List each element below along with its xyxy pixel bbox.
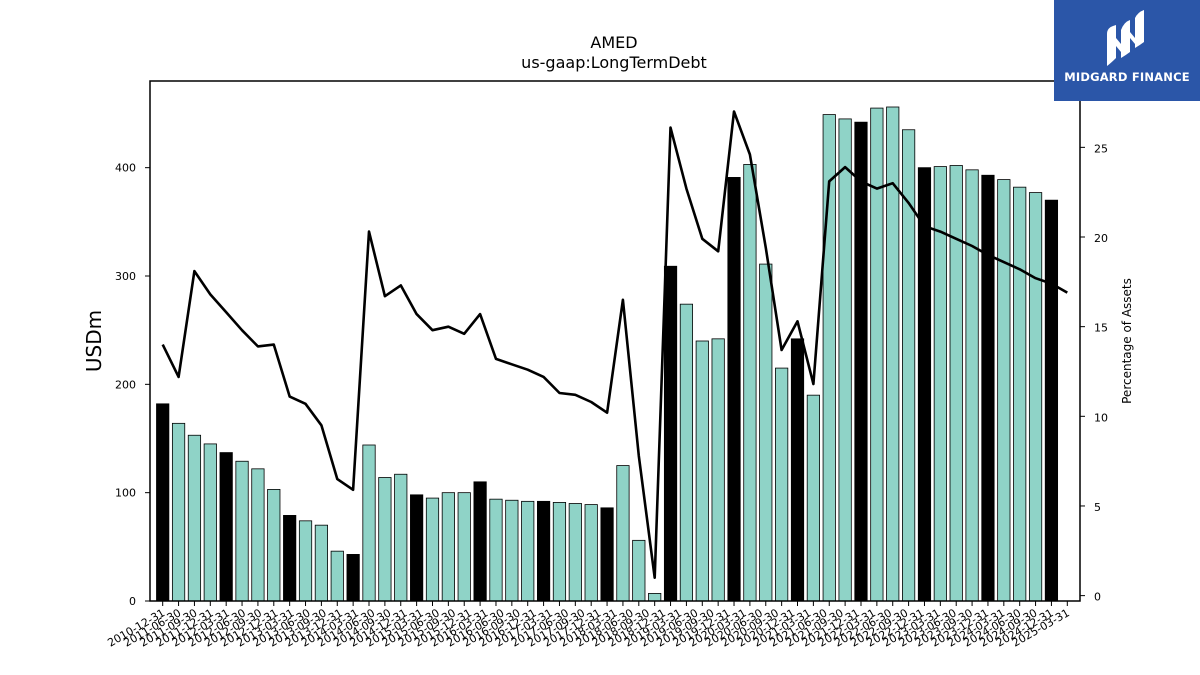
bar-2012-06-30 <box>251 468 265 602</box>
bar-2018-03-31 <box>616 465 630 602</box>
y-tick-label-left: 400 <box>115 162 136 175</box>
logo-mark-icon <box>1107 10 1144 66</box>
bar-2023-06-30 <box>949 165 963 602</box>
bar-2021-09-30 <box>838 118 852 602</box>
bar-2020-12-31 <box>790 338 805 602</box>
bar-2022-12-31 <box>917 167 932 602</box>
bar-2017-09-30 <box>584 504 598 602</box>
bar-2012-12-31 <box>283 515 297 602</box>
bar-2023-09-30 <box>965 169 979 602</box>
bar-2014-06-30 <box>378 477 392 602</box>
y-tick-label-right: 25 <box>1094 142 1108 155</box>
y-tick-label-left: 200 <box>115 378 136 391</box>
chart-title: AMED <box>590 33 637 52</box>
bar-2010-12-31 <box>156 403 170 602</box>
bar-2011-03-31 <box>171 422 186 602</box>
logo-text: MIDGARD FINANCE <box>1064 70 1190 84</box>
bar-2019-12-31 <box>727 177 741 602</box>
bar-2016-06-30 <box>505 499 519 602</box>
bar-2018-06-30 <box>632 539 646 602</box>
bar-2020-06-30 <box>759 263 773 602</box>
bar-2021-12-31 <box>854 121 868 602</box>
bar-2023-12-31 <box>981 174 995 602</box>
bar-2013-12-31 <box>346 554 360 602</box>
bar-series <box>156 106 1059 602</box>
bar-2015-06-30 <box>441 492 455 602</box>
percentage-line <box>161 110 1068 580</box>
y-tick-label-left: 300 <box>115 270 136 283</box>
bar-2019-03-31 <box>679 303 694 602</box>
bar-2012-09-30 <box>267 489 281 602</box>
y-tick-label-right: 10 <box>1094 411 1108 424</box>
line-series <box>161 110 1068 580</box>
bar-2015-03-31 <box>425 497 440 602</box>
bar-2024-06-30 <box>1013 186 1027 602</box>
plot-frame <box>149 80 1081 602</box>
brand-logo: MIDGARD FINANCE <box>1054 0 1200 101</box>
bar-2020-03-31 <box>743 164 757 602</box>
bar-2011-12-31 <box>219 452 233 602</box>
bar-2020-09-30 <box>775 367 789 602</box>
bar-2024-03-31 <box>997 179 1011 602</box>
bar-2024-12-31 <box>1044 199 1059 602</box>
bar-2022-06-30 <box>886 106 900 602</box>
bar-2011-06-30 <box>187 434 202 602</box>
bar-2013-03-31 <box>298 520 313 602</box>
bar-2024-09-30 <box>1028 192 1043 602</box>
y-tick-label-right: 5 <box>1094 501 1101 514</box>
bar-2015-09-30 <box>457 492 471 602</box>
bar-2014-12-31 <box>410 494 424 602</box>
bar-2016-12-31 <box>536 500 551 602</box>
bar-2016-09-30 <box>521 500 535 602</box>
bar-2022-09-30 <box>902 129 916 602</box>
y-tick-label-left: 0 <box>129 595 136 608</box>
y-axis-label-left: USDm <box>82 310 106 372</box>
bar-2015-12-31 <box>473 481 487 602</box>
axes: 010020030040005101520252010-12-312011-06… <box>105 80 1108 650</box>
bar-2021-03-31 <box>806 394 820 602</box>
bar-2019-09-30 <box>711 338 725 602</box>
bar-2017-03-31 <box>552 502 567 602</box>
bar-2018-09-30 <box>648 593 662 602</box>
bar-2012-03-31 <box>235 460 249 602</box>
bar-2018-12-31 <box>663 265 678 602</box>
bar-2017-12-31 <box>600 507 614 602</box>
bar-2014-09-30 <box>394 473 408 602</box>
bar-2013-06-30 <box>314 524 328 602</box>
bar-2016-03-31 <box>489 498 503 602</box>
y-tick-label-right: 15 <box>1094 322 1108 335</box>
chart-subtitle: us-gaap:LongTermDebt <box>521 53 707 72</box>
bar-2014-03-31 <box>362 444 376 602</box>
bar-2011-09-30 <box>203 443 217 602</box>
y-axis-label-right: Percentage of Assets <box>1120 278 1134 404</box>
bar-2022-03-31 <box>870 107 884 602</box>
bar-2017-06-30 <box>568 503 582 602</box>
y-tick-label-right: 20 <box>1094 232 1108 245</box>
y-tick-label-right: 0 <box>1094 591 1101 604</box>
bar-2019-06-30 <box>695 340 709 602</box>
bar-2013-09-30 <box>330 550 344 602</box>
y-tick-label-left: 100 <box>115 487 136 500</box>
